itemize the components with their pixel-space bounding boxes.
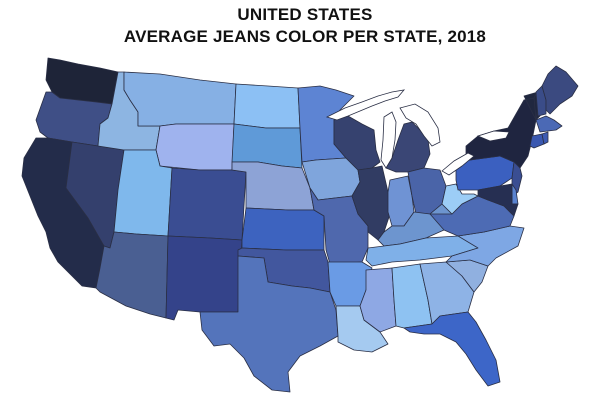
- state-vt: Vermont: [523, 91, 541, 121]
- title-line-2: AVERAGE JEANS COLOR PER STATE, 2018: [123, 27, 487, 46]
- state-me: Maine: [541, 65, 579, 115]
- state-ri: Rhode Island: [541, 131, 549, 145]
- state-wy: Wyoming: [155, 123, 235, 171]
- state-ct: Connecticut: [529, 133, 545, 149]
- state-co: Colorado: [167, 167, 247, 241]
- state-ks: Kansas: [241, 207, 325, 251]
- lake-michigan: [380, 111, 397, 169]
- state-md: Maryland: [477, 183, 519, 217]
- state-nm: New Mexico: [165, 235, 243, 321]
- title-line-1: UNITED STATES: [237, 5, 373, 24]
- great-lakes: [325, 89, 510, 176]
- state-tx: Texas: [199, 255, 339, 393]
- state-mt: Montana: [123, 71, 237, 127]
- lake-superior: [325, 89, 406, 121]
- lake-huron: [399, 103, 441, 147]
- states-layer: WashingtonOregonCaliforniaNevadaIdahoMon…: [21, 57, 579, 393]
- state-fl: Florida: [403, 311, 501, 387]
- state-mo: Missouri: [309, 187, 369, 265]
- map-title: UNITED STATES AVERAGE JEANS COLOR PER ST…: [0, 4, 610, 48]
- state-wi: Wisconsin: [333, 115, 381, 171]
- state-az: Arizona: [95, 231, 169, 319]
- state-sd: South Dakota: [231, 123, 303, 169]
- state-ma: Massachusetts: [535, 115, 563, 133]
- state-nd: North Dakota: [233, 83, 301, 129]
- lake-ontario: [476, 130, 510, 142]
- lake-erie: [441, 152, 475, 176]
